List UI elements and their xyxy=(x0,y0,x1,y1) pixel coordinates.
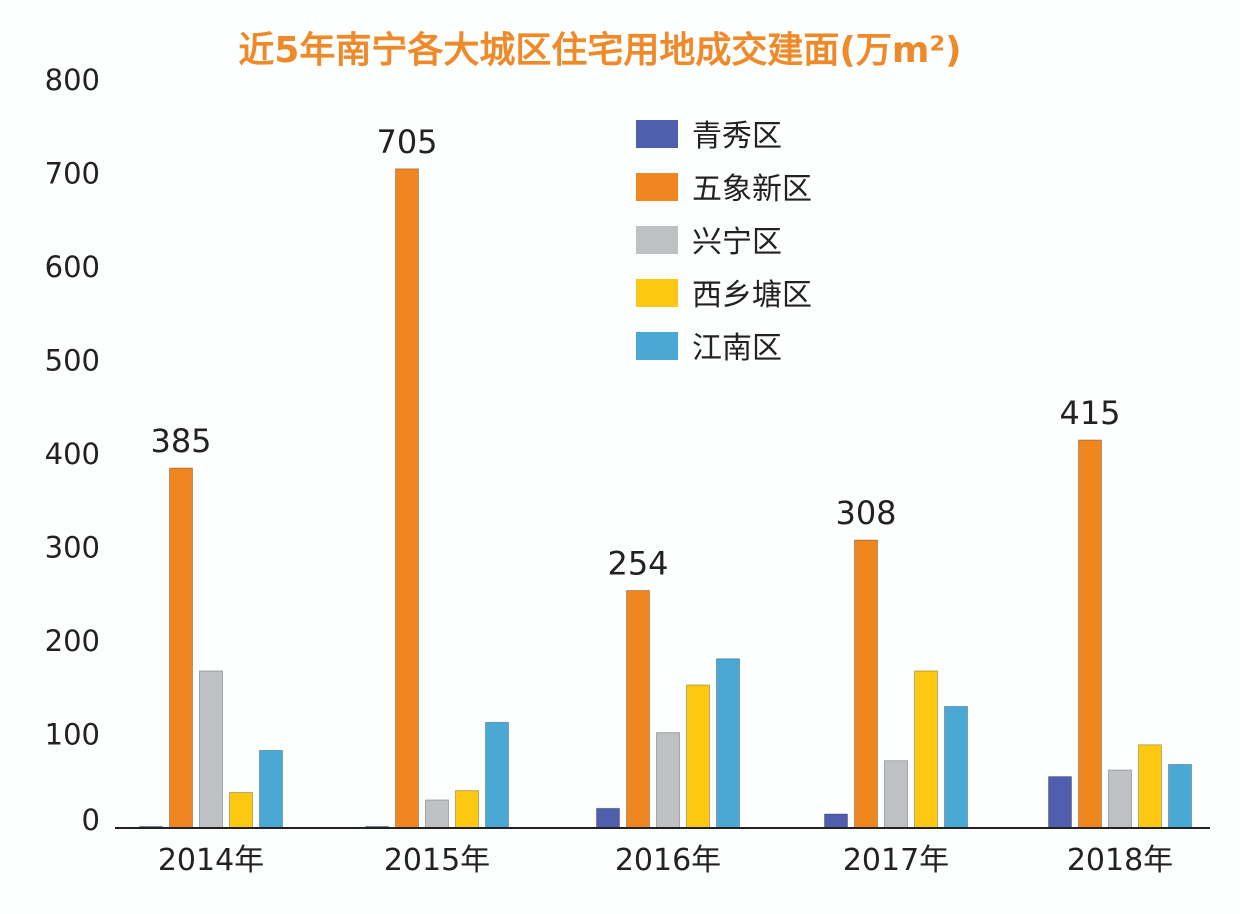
data-label: 415 xyxy=(1059,394,1120,432)
y-tick-label: 800 xyxy=(45,63,100,97)
x-tick-label: 2014年 xyxy=(158,843,264,878)
bar-4-2015年 xyxy=(455,790,479,829)
bars: 385 705 254 308 415 xyxy=(139,123,1192,829)
bar-5-2016年 xyxy=(716,658,740,829)
bar-5-2018年 xyxy=(1168,763,1192,829)
data-label: 254 xyxy=(607,545,668,583)
legend-swatch xyxy=(636,279,678,307)
bar-5-2015年 xyxy=(485,721,509,829)
x-tick-label: 2016年 xyxy=(615,843,721,878)
bar-2-2015年 xyxy=(395,168,419,829)
bar-1-2017年 xyxy=(824,813,848,829)
bar-1-2018年 xyxy=(1048,776,1072,829)
data-label: 308 xyxy=(835,494,896,532)
legend-swatch xyxy=(636,120,678,148)
legend-swatch xyxy=(636,332,678,360)
legend-item: 西乡塘区 xyxy=(636,278,812,313)
legend-item: 江南区 xyxy=(636,331,782,366)
bar-2-2014年 xyxy=(169,467,193,829)
y-tick-label: 100 xyxy=(45,718,100,752)
bar-2-2018年 xyxy=(1078,439,1102,829)
legend-label: 兴宁区 xyxy=(692,225,782,260)
y-tick-label: 400 xyxy=(45,437,100,471)
bar-3-2014年 xyxy=(199,670,223,829)
bar-5-2014年 xyxy=(259,749,283,829)
bar-2-2016年 xyxy=(626,590,650,829)
data-label: 705 xyxy=(376,123,437,161)
y-axis: 0 100 200 300 400 500 600 700 800 xyxy=(45,63,100,837)
bar-1-2016年 xyxy=(596,807,620,829)
bar-3-2017年 xyxy=(884,760,908,829)
legend-item: 青秀区 xyxy=(636,119,782,154)
y-tick-label: 300 xyxy=(45,531,100,565)
legend-item: 五象新区 xyxy=(636,172,812,207)
bar-5-2017年 xyxy=(944,705,968,829)
x-tick-label: 2017年 xyxy=(843,843,949,878)
y-tick-label: 0 xyxy=(82,803,100,837)
x-tick-label: 2018年 xyxy=(1067,843,1173,878)
x-tick-label: 2015年 xyxy=(384,843,490,878)
legend-label: 西乡塘区 xyxy=(692,278,812,313)
y-tick-label: 200 xyxy=(45,624,100,658)
bar-2-2017年 xyxy=(854,539,878,829)
bar-3-2016年 xyxy=(656,732,680,829)
legend-label: 青秀区 xyxy=(692,119,782,154)
bar-4-2016年 xyxy=(686,684,710,829)
y-tick-label: 700 xyxy=(45,157,100,191)
y-tick-label: 500 xyxy=(45,344,100,378)
bar-4-2017年 xyxy=(914,670,938,829)
bar-4-2014年 xyxy=(229,791,253,829)
legend-swatch xyxy=(636,226,678,254)
chart-title: 近5年南宁各大城区住宅用地成交建面(万m²) xyxy=(238,29,961,71)
legend-label: 五象新区 xyxy=(692,172,812,207)
legend-label: 江南区 xyxy=(692,331,782,366)
bar-4-2018年 xyxy=(1138,744,1162,829)
bar-3-2015年 xyxy=(425,799,449,829)
legend-item: 兴宁区 xyxy=(636,225,782,260)
x-axis: 2014年 2015年 2016年 2017年 2018年 xyxy=(158,843,1173,878)
data-label: 385 xyxy=(150,422,211,460)
y-tick-label: 600 xyxy=(45,250,100,284)
legend-swatch xyxy=(636,173,678,201)
bar-3-2018年 xyxy=(1108,769,1132,829)
